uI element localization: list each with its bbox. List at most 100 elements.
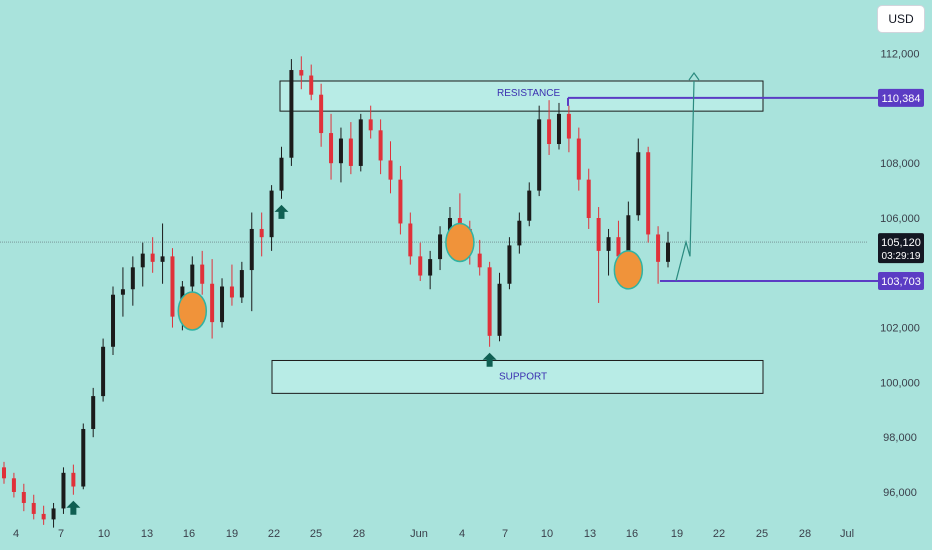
candle-body xyxy=(71,472,76,487)
candle xyxy=(378,119,383,175)
candle xyxy=(576,127,581,191)
x-tick-label: 10 xyxy=(98,528,110,540)
candle xyxy=(61,467,66,514)
candle-body xyxy=(497,283,502,336)
candle-body xyxy=(556,113,561,145)
x-tick-label: 4 xyxy=(459,528,465,540)
y-tick-label: 98,000 xyxy=(883,432,917,444)
candle xyxy=(527,182,532,227)
candle xyxy=(289,59,294,166)
candle xyxy=(299,56,304,90)
highlight-circle xyxy=(613,250,644,290)
x-tick-label: 16 xyxy=(626,528,638,540)
candle-body xyxy=(41,513,46,520)
candle xyxy=(51,502,56,528)
candle-body xyxy=(487,267,492,336)
candle xyxy=(487,261,492,347)
candle xyxy=(636,138,641,221)
candle-body xyxy=(190,264,195,287)
candle-body xyxy=(547,119,552,145)
candle xyxy=(160,223,165,284)
candle-body xyxy=(51,508,56,520)
candle-body xyxy=(130,267,135,290)
candle-body xyxy=(636,152,641,216)
candle xyxy=(71,464,76,495)
candle xyxy=(41,505,46,525)
candle-body xyxy=(101,346,106,397)
currency-button[interactable]: USD xyxy=(878,6,924,32)
y-tick-label: 102,000 xyxy=(880,323,920,335)
candle xyxy=(418,242,423,282)
candle xyxy=(338,127,343,183)
resistance-line-tag-label: 110,384 xyxy=(882,93,921,105)
candle xyxy=(220,278,225,328)
countdown-label: 03:29:19 xyxy=(882,251,921,262)
x-tick-label: 13 xyxy=(584,528,596,540)
candle xyxy=(566,105,571,153)
candle-body xyxy=(61,472,66,509)
candle xyxy=(309,64,314,101)
candle-body xyxy=(279,157,284,191)
candle-body xyxy=(111,294,116,347)
candle xyxy=(249,212,254,312)
candle-body xyxy=(299,70,304,76)
candle xyxy=(646,146,651,243)
candle-body xyxy=(358,119,363,166)
support-line-tag xyxy=(878,271,924,290)
candle xyxy=(239,261,244,303)
up-arrow-icon xyxy=(274,204,289,219)
candle-body xyxy=(586,179,591,218)
candle xyxy=(101,338,106,402)
candle xyxy=(477,239,482,276)
resistance-zone-label: RESISTANCE xyxy=(497,88,560,99)
candle xyxy=(537,105,542,197)
candle-body xyxy=(269,190,274,238)
current-price-tag xyxy=(878,233,924,264)
candle-body xyxy=(289,70,294,158)
candle-body xyxy=(447,218,452,235)
highlight-circle xyxy=(177,291,208,331)
candle-body xyxy=(428,259,433,276)
candle-body xyxy=(388,160,393,180)
candle xyxy=(428,250,433,290)
projection-path xyxy=(675,80,695,282)
candle xyxy=(408,212,413,265)
candle-body xyxy=(150,253,155,262)
highlight-circle xyxy=(445,222,475,263)
candle xyxy=(438,226,443,271)
up-arrow-icon xyxy=(482,352,497,367)
candle-body xyxy=(646,152,651,235)
x-tick-label: 19 xyxy=(226,528,238,540)
candle-body xyxy=(348,138,353,166)
candle-body xyxy=(249,228,254,271)
y-tick-label: 106,000 xyxy=(880,213,920,225)
candle-body xyxy=(626,215,631,257)
x-tick-label: Jul xyxy=(840,528,854,540)
candle xyxy=(140,242,145,287)
y-tick-label: 96,000 xyxy=(883,487,917,499)
candle xyxy=(170,248,175,328)
candle-body xyxy=(120,289,125,295)
candle-body xyxy=(259,228,264,238)
support-line-tag-label: 103,703 xyxy=(881,276,921,288)
candle xyxy=(229,264,234,306)
candle xyxy=(279,146,284,199)
candle xyxy=(2,461,6,484)
candle-body xyxy=(507,245,512,284)
candle-body xyxy=(368,119,373,131)
resistance-zone xyxy=(279,80,764,112)
candle-body xyxy=(81,428,86,487)
x-tick-label: 19 xyxy=(671,528,683,540)
candle-body xyxy=(229,286,234,298)
candle xyxy=(21,483,26,512)
candle xyxy=(259,212,264,257)
candle-body xyxy=(438,234,443,260)
candle-body xyxy=(616,237,621,257)
y-tick-label: 112,000 xyxy=(881,49,920,61)
candle-body xyxy=(378,130,383,161)
candle-body xyxy=(319,94,324,134)
x-tick-label: 25 xyxy=(756,528,768,540)
y-tick-label: 100,000 xyxy=(880,377,920,389)
candle-body xyxy=(220,286,225,323)
